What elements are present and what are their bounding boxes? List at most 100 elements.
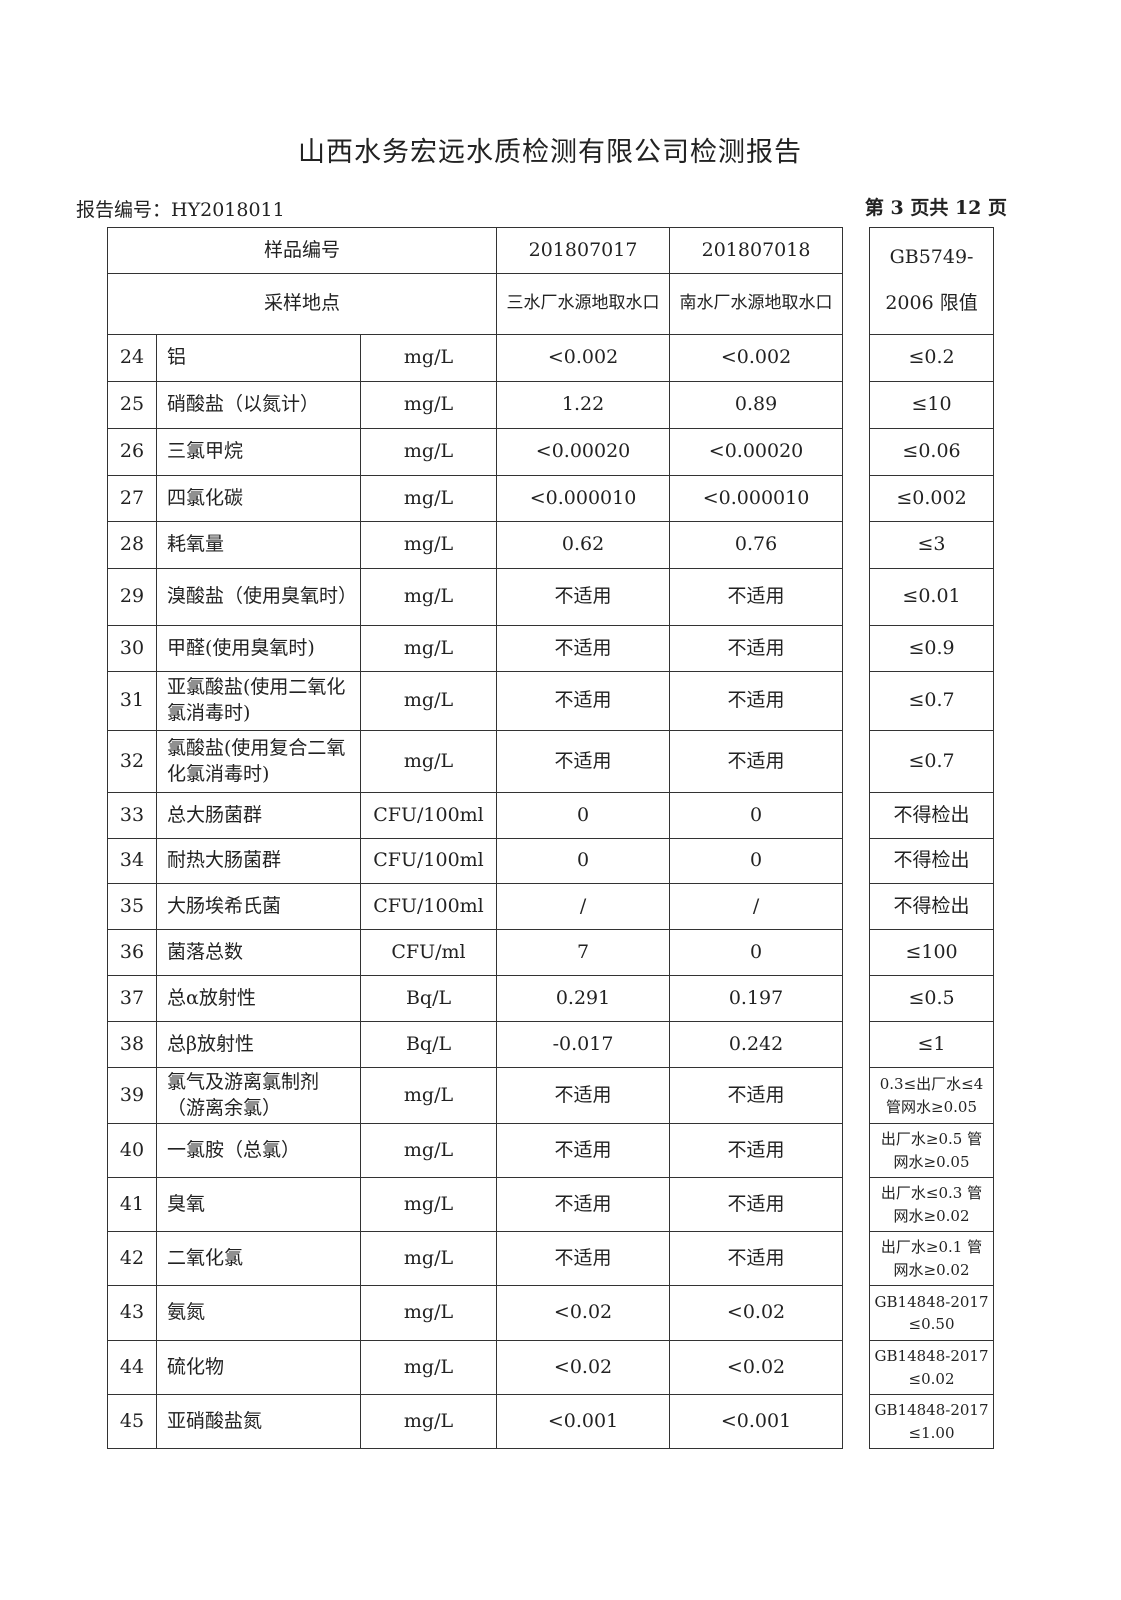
limit-value: ≤3	[869, 521, 995, 569]
table-row: 29 溴酸盐（使用臭氧时） mg/L 不适用 不适用 ≤0.01	[107, 568, 995, 626]
value-sample-2: 0	[669, 929, 844, 976]
table-row: 34 耐热大肠菌群 CFU/100ml 0 0 不得检出	[107, 838, 995, 884]
limit-value: ≤10	[869, 381, 995, 429]
item-name: 氯酸盐(使用复合二氧化氯消毒时)	[156, 730, 361, 793]
value-sample-2: /	[669, 883, 844, 930]
item-unit: Bq/L	[359, 975, 498, 1022]
value-sample-2: 不适用	[669, 730, 844, 793]
item-unit: CFU/ml	[359, 929, 498, 976]
value-sample-2: 0	[669, 792, 844, 839]
value-sample-1: 不适用	[496, 1123, 671, 1178]
limit-value: 出厂水≥0.5 管网水≥0.05	[869, 1123, 995, 1178]
limit-value: 0.3≤出厂水≤4 管网水≥0.05	[869, 1067, 995, 1124]
item-name: 总α放射性	[156, 975, 361, 1022]
value-sample-2: 0.76	[669, 521, 844, 569]
item-unit: mg/L	[359, 1285, 498, 1341]
value-sample-2: 不适用	[669, 1231, 844, 1286]
item-name: 亚氯酸盐(使用二氧化氯消毒时)	[156, 671, 361, 731]
value-sample-1: <0.002	[496, 334, 671, 382]
table-row: 36 菌落总数 CFU/ml 7 0 ≤100	[107, 929, 995, 976]
value-sample-1: 1.22	[496, 381, 671, 429]
item-name: 四氯化碳	[156, 475, 361, 522]
value-sample-1: 0	[496, 792, 671, 839]
item-number: 26	[107, 428, 157, 476]
item-number: 34	[107, 838, 157, 884]
limit-value: 不得检出	[869, 883, 995, 930]
item-unit: mg/L	[359, 1231, 498, 1286]
item-number: 35	[107, 883, 157, 930]
limit-value: 不得检出	[869, 792, 995, 839]
item-unit: CFU/100ml	[359, 792, 498, 839]
item-name: 耗氧量	[156, 521, 361, 569]
value-sample-1: 不适用	[496, 568, 671, 626]
limit-value: ≤0.01	[869, 568, 995, 626]
item-name: 铝	[156, 334, 361, 382]
item-unit: mg/L	[359, 428, 498, 476]
table-row: 30 甲醛(使用臭氧时) mg/L 不适用 不适用 ≤0.9	[107, 625, 995, 672]
limit-value: 不得检出	[869, 838, 995, 884]
table-row: 38 总β放射性 Bq/L -0.017 0.242 ≤1	[107, 1021, 995, 1068]
item-number: 24	[107, 334, 157, 382]
limit-value: ≤0.5	[869, 975, 995, 1022]
item-unit: CFU/100ml	[359, 838, 498, 884]
value-sample-1: 不适用	[496, 730, 671, 793]
limit-value: ≤0.002	[869, 475, 995, 522]
table-row: 44 硫化物 mg/L <0.02 <0.02 GB14848-2017 ≤0.02	[107, 1340, 995, 1395]
value-sample-1: <0.001	[496, 1394, 671, 1449]
item-unit: mg/L	[359, 1340, 498, 1395]
item-number: 44	[107, 1340, 157, 1395]
value-sample-2: 0.242	[669, 1021, 844, 1068]
item-number: 36	[107, 929, 157, 976]
item-number: 40	[107, 1123, 157, 1178]
item-unit: mg/L	[359, 521, 498, 569]
sample-no-label: 样品编号	[106, 227, 498, 274]
value-sample-2: 不适用	[669, 1067, 844, 1124]
table-row: 28 耗氧量 mg/L 0.62 0.76 ≤3	[107, 521, 995, 569]
limit-value: GB14848-2017 ≤0.50	[869, 1285, 995, 1341]
limit-value: ≤100	[869, 929, 995, 976]
item-number: 37	[107, 975, 157, 1022]
value-sample-2: <0.00020	[669, 428, 844, 476]
limit-value: GB14848-2017 ≤1.00	[869, 1394, 995, 1449]
table-row: 35 大肠埃希氏菌 CFU/100ml / / 不得检出	[107, 883, 995, 930]
item-name: 臭氧	[156, 1177, 361, 1232]
item-number: 42	[107, 1231, 157, 1286]
item-unit: mg/L	[359, 1177, 498, 1232]
item-unit: mg/L	[359, 730, 498, 793]
page-info: 第 3 页共 12 页	[864, 197, 1007, 219]
item-name: 硝酸盐（以氮计）	[156, 381, 361, 429]
limit-value: 出厂水≥0.1 管网水≥0.02	[869, 1231, 995, 1286]
limit-value: ≤1	[869, 1021, 995, 1068]
limit-value: ≤0.2	[869, 334, 995, 382]
value-sample-1: 0.291	[496, 975, 671, 1022]
table-row: 31 亚氯酸盐(使用二氧化氯消毒时) mg/L 不适用 不适用 ≤0.7	[107, 671, 995, 731]
limit-value: GB14848-2017 ≤0.02	[869, 1340, 995, 1395]
item-unit: mg/L	[359, 381, 498, 429]
table-row: 26 三氯甲烷 mg/L <0.00020 <0.00020 ≤0.06	[107, 428, 995, 476]
table-row: 45 亚硝酸盐氮 mg/L <0.001 <0.001 GB14848-2017 ≤1.0…	[107, 1394, 995, 1449]
value-sample-1: 不适用	[496, 1067, 671, 1124]
item-number: 39	[107, 1067, 157, 1124]
item-unit: mg/L	[359, 568, 498, 626]
table-row: 32 氯酸盐(使用复合二氧化氯消毒时) mg/L 不适用 不适用 ≤0.7	[107, 730, 995, 793]
item-unit: CFU/100ml	[359, 883, 498, 930]
item-unit: mg/L	[359, 475, 498, 522]
results-table: 样品编号 201807017 201807018 GB5749-2006 限值 …	[106, 227, 995, 1449]
value-sample-2: 不适用	[669, 1177, 844, 1232]
item-number: 25	[107, 381, 157, 429]
value-sample-2: <0.02	[669, 1285, 844, 1341]
sample-site-1: 三水厂水源地取水口	[496, 273, 671, 335]
item-name: 一氯胺（总氯）	[156, 1123, 361, 1178]
item-name: 三氯甲烷	[156, 428, 361, 476]
item-name: 氨氮	[156, 1285, 361, 1341]
value-sample-1: 不适用	[496, 625, 671, 672]
table-row: 25 硝酸盐（以氮计） mg/L 1.22 0.89 ≤10	[107, 381, 995, 429]
report-number: 报告编号：HY2018011	[76, 199, 285, 221]
value-sample-2: 不适用	[669, 625, 844, 672]
value-sample-1: 0	[496, 838, 671, 884]
item-name: 二氧化氯	[156, 1231, 361, 1286]
table-row: 27 四氯化碳 mg/L <0.000010 <0.000010 ≤0.002	[107, 475, 995, 522]
item-unit: mg/L	[359, 334, 498, 382]
item-name: 总β放射性	[156, 1021, 361, 1068]
table-row: 33 总大肠菌群 CFU/100ml 0 0 不得检出	[107, 792, 995, 839]
